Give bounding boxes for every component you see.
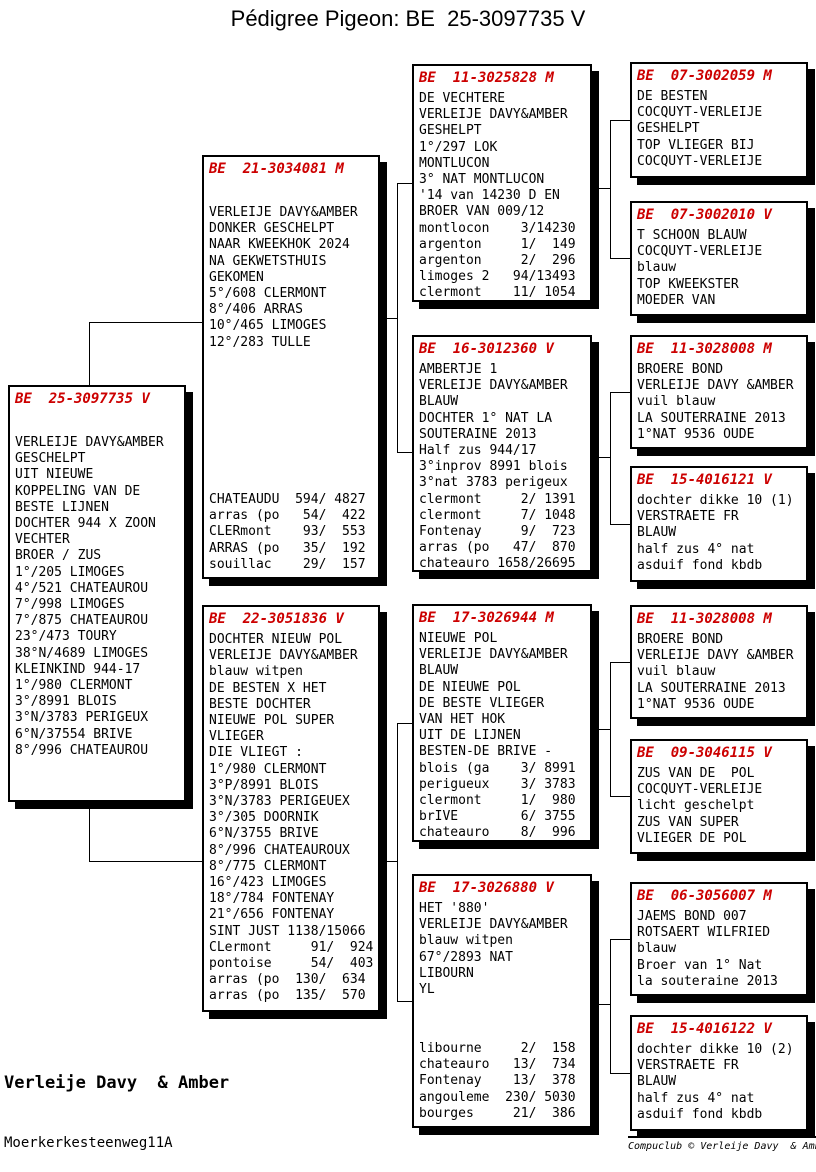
- connector-line: [610, 1073, 630, 1074]
- pedigree-box-sire-dam-sire: BE 11-3028008 M BROERE BOND VERLEIJE DAV…: [630, 335, 808, 449]
- owner-block: Verleije Davy & Amber Moerkerkesteenweg1…: [4, 1033, 257, 1172]
- connector-line: [380, 861, 398, 862]
- pedigree-box-sire-dam: BE 16-3012360 V AMBERTJE 1 VERLEIJE DAVY…: [412, 335, 592, 572]
- connector-line: [610, 939, 611, 1074]
- pedigree-box-dam-dam-dam: BE 15-4016122 V dochter dikke 10 (2) VER…: [630, 1015, 808, 1131]
- connector-line: [610, 392, 630, 393]
- pedigree-box-dam-sire: BE 17-3026944 M NIEUWE POL VERLEIJE DAVY…: [412, 604, 592, 842]
- ring-number: BE 15-4016122 V: [637, 1021, 772, 1037]
- pedigree-box-dam: BE 22-3051836 V DOCHTER NIEUW POL VERLEI…: [202, 605, 380, 1012]
- pedigree-box-subject: BE 25-3097735 V VERLEIJE DAVY&AMBER GESC…: [8, 385, 186, 802]
- ring-number: BE 22-3051836 V: [209, 611, 344, 627]
- pigeon-info: ZUS VAN DE POL COCQUYT-VERLEIJE licht ge…: [637, 766, 763, 846]
- ring-number: BE 07-3002010 V: [637, 207, 772, 223]
- connector-line: [592, 457, 610, 458]
- connector-line: [610, 258, 630, 259]
- pigeon-info: VERLEIJE DAVY&AMBER DONKER GESCHELPT NAA…: [209, 205, 358, 350]
- owner-address-line1: Moerkerkesteenweg11A: [4, 1135, 173, 1151]
- pedigree-box-sire-sire-sire: BE 07-3002059 M DE BESTEN COCQUYT-VERLEI…: [630, 62, 808, 178]
- pigeon-info: DE VECHTERE VERLEIJE DAVY&AMBER GESHELPT…: [419, 91, 568, 220]
- pigeon-info: VERLEIJE DAVY&AMBER GESCHELPT UIT NIEUWE…: [15, 435, 164, 758]
- connector-line: [89, 802, 90, 862]
- pedigree-box-sire-dam-dam: BE 15-4016121 V dochter dikke 10 (1) VER…: [630, 466, 808, 582]
- race-results: CHATEAUDU 594/ 4827 arras (po 54/ 422 CL…: [209, 491, 366, 572]
- connector-line: [610, 120, 611, 259]
- connector-line: [610, 939, 630, 940]
- ring-number: BE 16-3012360 V: [419, 341, 554, 357]
- connector-line: [89, 322, 202, 323]
- pigeon-info: DOCHTER NIEUW POL VERLEIJE DAVY&AMBER bl…: [209, 632, 374, 1004]
- pedigree-box-dam-dam-sire: BE 06-3056007 M JAEMS BOND 007 ROTSAERT …: [630, 882, 808, 996]
- connector-line: [397, 183, 398, 453]
- pigeon-info: T SCHOON BLAUW COCQUYT-VERLEIJE blauw TO…: [637, 228, 763, 308]
- connector-line: [397, 183, 412, 184]
- pedigree-box-dam-sire-dam: BE 09-3046115 V ZUS VAN DE POL COCQUYT-V…: [630, 739, 808, 854]
- pigeon-info: HET '880' VERLEIJE DAVY&AMBER blauw witp…: [419, 901, 568, 998]
- connector-line: [397, 1001, 412, 1002]
- ring-number: BE 21-3034081 M: [209, 161, 344, 177]
- connector-line: [592, 188, 610, 189]
- race-results: clermont 2/ 1391 clermont 7/ 1048 Fonten…: [419, 491, 576, 572]
- ring-number: BE 17-3026880 V: [419, 880, 554, 896]
- ring-number: BE 11-3028008 M: [637, 341, 772, 357]
- pigeon-info: AMBERTJE 1 VERLEIJE DAVY&AMBER BLAUW DOC…: [419, 362, 568, 491]
- compuclub-credit: Compuclub © Verleije Davy & Amber: [628, 1136, 816, 1152]
- pedigree-box-sire-sire: BE 11-3025828 M DE VECHTERE VERLEIJE DAV…: [412, 64, 592, 302]
- pedigree-box-dam-dam: BE 17-3026880 V HET '880' VERLEIJE DAVY&…: [412, 874, 592, 1128]
- pigeon-info: dochter dikke 10 (1) VERSTRAETE FR BLAUW…: [637, 493, 794, 573]
- connector-line: [89, 861, 202, 862]
- connector-line: [610, 392, 611, 525]
- pigeon-info: JAEMS BOND 007 ROTSAERT WILFRIED blauw B…: [637, 909, 778, 989]
- race-results: libourne 2/ 158 chateauro 13/ 734 Fonten…: [419, 1040, 576, 1121]
- connector-line: [610, 524, 630, 525]
- pigeon-info: dochter dikke 10 (2) VERSTRAETE FR BLAUW…: [637, 1042, 794, 1122]
- pedigree-box-dam-sire-sire: BE 11-3028008 M BROERE BOND VERLEIJE DAV…: [630, 605, 808, 719]
- pigeon-info: BROERE BOND VERLEIJE DAVY &AMBER vuil bl…: [637, 362, 794, 442]
- connector-line: [592, 729, 610, 730]
- race-results: montlocon 3/14230 argenton 1/ 149 argent…: [419, 220, 576, 301]
- race-results: blois (ga 3/ 8991 perigueux 3/ 3783 cler…: [419, 760, 576, 841]
- connector-line: [397, 723, 412, 724]
- connector-line: [610, 662, 611, 797]
- connector-line: [610, 662, 630, 663]
- ring-number: BE 06-3056007 M: [637, 888, 772, 904]
- ring-number: BE 15-4016121 V: [637, 472, 772, 488]
- pigeon-info: NIEUWE POL VERLEIJE DAVY&AMBER BLAUW DE …: [419, 631, 568, 760]
- pedigree-box-sire: BE 21-3034081 M VERLEIJE DAVY&AMBER DONK…: [202, 155, 380, 579]
- ring-number: BE 25-3097735 V: [15, 391, 150, 407]
- pigeon-info: DE BESTEN COCQUYT-VERLEIJE GESHELPT TOP …: [637, 89, 763, 169]
- ring-number: BE 07-3002059 M: [637, 68, 772, 84]
- connector-line: [610, 796, 630, 797]
- owner-name: Verleije Davy & Amber: [4, 1073, 230, 1093]
- connector-line: [397, 452, 412, 453]
- ring-number: BE 09-3046115 V: [637, 745, 772, 761]
- connector-line: [380, 318, 398, 319]
- connector-line: [592, 1004, 610, 1005]
- connector-line: [89, 322, 90, 385]
- ring-number: BE 11-3025828 M: [419, 70, 554, 86]
- pedigree-box-sire-sire-dam: BE 07-3002010 V T SCHOON BLAUW COCQUYT-V…: [630, 201, 808, 316]
- page-title: Pédigree Pigeon: BE 25-3097735 V: [230, 6, 586, 31]
- connector-line: [397, 723, 398, 1002]
- pigeon-info: BROERE BOND VERLEIJE DAVY &AMBER vuil bl…: [637, 632, 794, 712]
- connector-line: [610, 120, 630, 121]
- ring-number: BE 11-3028008 M: [637, 611, 772, 627]
- ring-number: BE 17-3026944 M: [419, 610, 554, 626]
